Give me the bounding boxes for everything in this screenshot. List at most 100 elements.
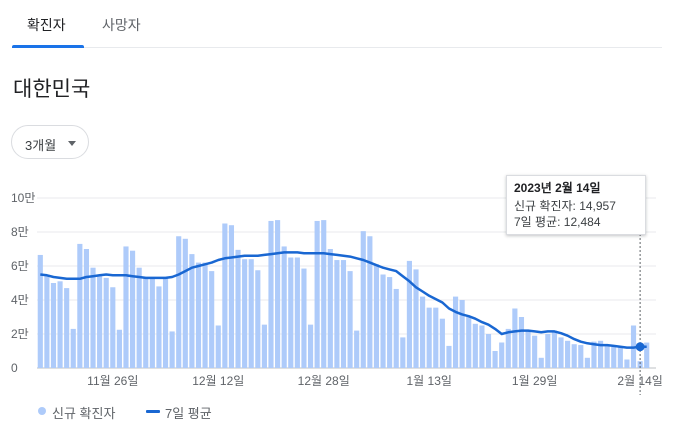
- case-bar: [123, 246, 129, 368]
- case-bar: [149, 277, 155, 368]
- case-bar: [400, 337, 406, 368]
- case-bar: [255, 270, 261, 368]
- case-bar: [189, 254, 195, 368]
- case-bar: [532, 335, 538, 368]
- case-bar: [130, 250, 136, 368]
- case-bar: [617, 347, 623, 368]
- case-bar: [479, 325, 485, 368]
- case-bar: [314, 220, 320, 368]
- case-bar: [413, 269, 419, 368]
- case-bar: [176, 236, 182, 368]
- case-bar: [209, 271, 215, 368]
- cases-chart[interactable]: 0 2만 4만 6만 8만 10만 11월 26일 12월 12일 12월 28일 1월 13일…: [0, 180, 683, 395]
- case-bar: [156, 286, 162, 368]
- case-bar: [512, 308, 518, 368]
- case-bar: [334, 260, 340, 368]
- case-bar: [360, 231, 366, 368]
- hover-marker: [635, 186, 645, 395]
- case-bar: [327, 249, 333, 368]
- active-tab-indicator: [12, 45, 84, 48]
- case-bar: [466, 317, 472, 368]
- case-bar: [143, 277, 149, 368]
- case-bar: [321, 220, 327, 368]
- case-bar: [578, 345, 584, 368]
- case-bar: [340, 260, 347, 368]
- case-bar: [50, 283, 57, 368]
- case-bar: [354, 330, 360, 368]
- x-tick-label: 2월 14일: [617, 374, 662, 388]
- case-bar: [242, 259, 248, 368]
- y-tick-label: 0: [11, 361, 18, 375]
- case-bar: [90, 267, 96, 368]
- tab-deaths[interactable]: 사망자: [102, 17, 141, 33]
- case-bar: [202, 262, 208, 368]
- tab-bar: 확진자 사망자: [12, 0, 662, 48]
- case-bar: [222, 223, 228, 368]
- case-bar: [261, 324, 267, 368]
- case-bar: [439, 318, 445, 368]
- case-bar: [420, 296, 426, 368]
- case-bar: [380, 274, 386, 368]
- case-bar: [288, 257, 294, 368]
- x-tick-label: 11월 26일: [87, 374, 138, 388]
- case-bar: [505, 328, 511, 368]
- case-bar: [452, 296, 459, 368]
- date-range-label: 3개월: [25, 138, 57, 153]
- case-bar: [367, 236, 373, 368]
- date-range-dropdown[interactable]: 3개월: [11, 125, 89, 159]
- y-tick-label: 2만: [11, 327, 29, 341]
- case-bar: [110, 287, 116, 368]
- case-bar: [83, 249, 90, 368]
- case-bar: [611, 346, 617, 368]
- case-bar: [275, 220, 281, 368]
- case-bar: [446, 345, 452, 368]
- chart-tooltip: 2023년 2월 14일 신규 확진자: 14,957 7일 평균: 12,48…: [506, 175, 646, 235]
- case-bar: [597, 340, 604, 368]
- average-line-series: [40, 251, 647, 349]
- case-bar: [584, 357, 590, 368]
- y-tick-label: 6만: [11, 259, 29, 273]
- case-bar: [373, 264, 380, 368]
- case-bar: [64, 288, 70, 368]
- case-bar: [44, 274, 50, 368]
- case-bar: [195, 262, 202, 368]
- average-line: [40, 251, 647, 349]
- case-bar: [485, 334, 492, 368]
- case-bar: [162, 277, 169, 368]
- case-bar: [426, 307, 432, 368]
- legend-bar-label: 신규 확진자: [52, 406, 116, 421]
- case-bar: [393, 288, 399, 368]
- case-bar: [228, 225, 235, 368]
- case-bar: [637, 361, 643, 368]
- case-bar: [301, 268, 307, 368]
- y-axis-labels: 0 2만 4만 6만 8만 10만: [11, 191, 35, 375]
- case-bar: [136, 267, 142, 368]
- case-bar: [538, 357, 544, 368]
- case-bar: [565, 340, 571, 368]
- tab-cases[interactable]: 확진자: [27, 17, 66, 33]
- tooltip-date: 2023년 2월 14일: [514, 181, 601, 195]
- x-tick-label: 1월 29일: [512, 374, 557, 388]
- case-bar: [77, 243, 83, 368]
- case-bar: [604, 345, 610, 368]
- y-tick-label: 10만: [11, 191, 35, 205]
- case-bar: [387, 277, 393, 368]
- case-bar: [525, 330, 531, 368]
- case-bar: [281, 246, 287, 368]
- case-bar: [268, 220, 274, 368]
- x-tick-label: 12월 12일: [192, 374, 244, 388]
- case-bar: [97, 274, 103, 368]
- region-title: 대한민국: [13, 78, 91, 101]
- bar-series: [37, 220, 650, 368]
- case-bar: [307, 324, 314, 368]
- case-bar: [591, 341, 597, 368]
- x-axis-labels: 11월 26일 12월 12일 12월 28일 1월 13일 1월 29일 2월 14일: [87, 374, 663, 388]
- case-bar: [406, 260, 412, 368]
- case-bar: [347, 271, 353, 368]
- case-bar: [492, 351, 498, 368]
- case-bar: [182, 238, 188, 368]
- case-bar: [57, 281, 63, 368]
- case-bar: [37, 254, 43, 368]
- case-bar: [518, 317, 525, 368]
- case-bar: [571, 344, 577, 368]
